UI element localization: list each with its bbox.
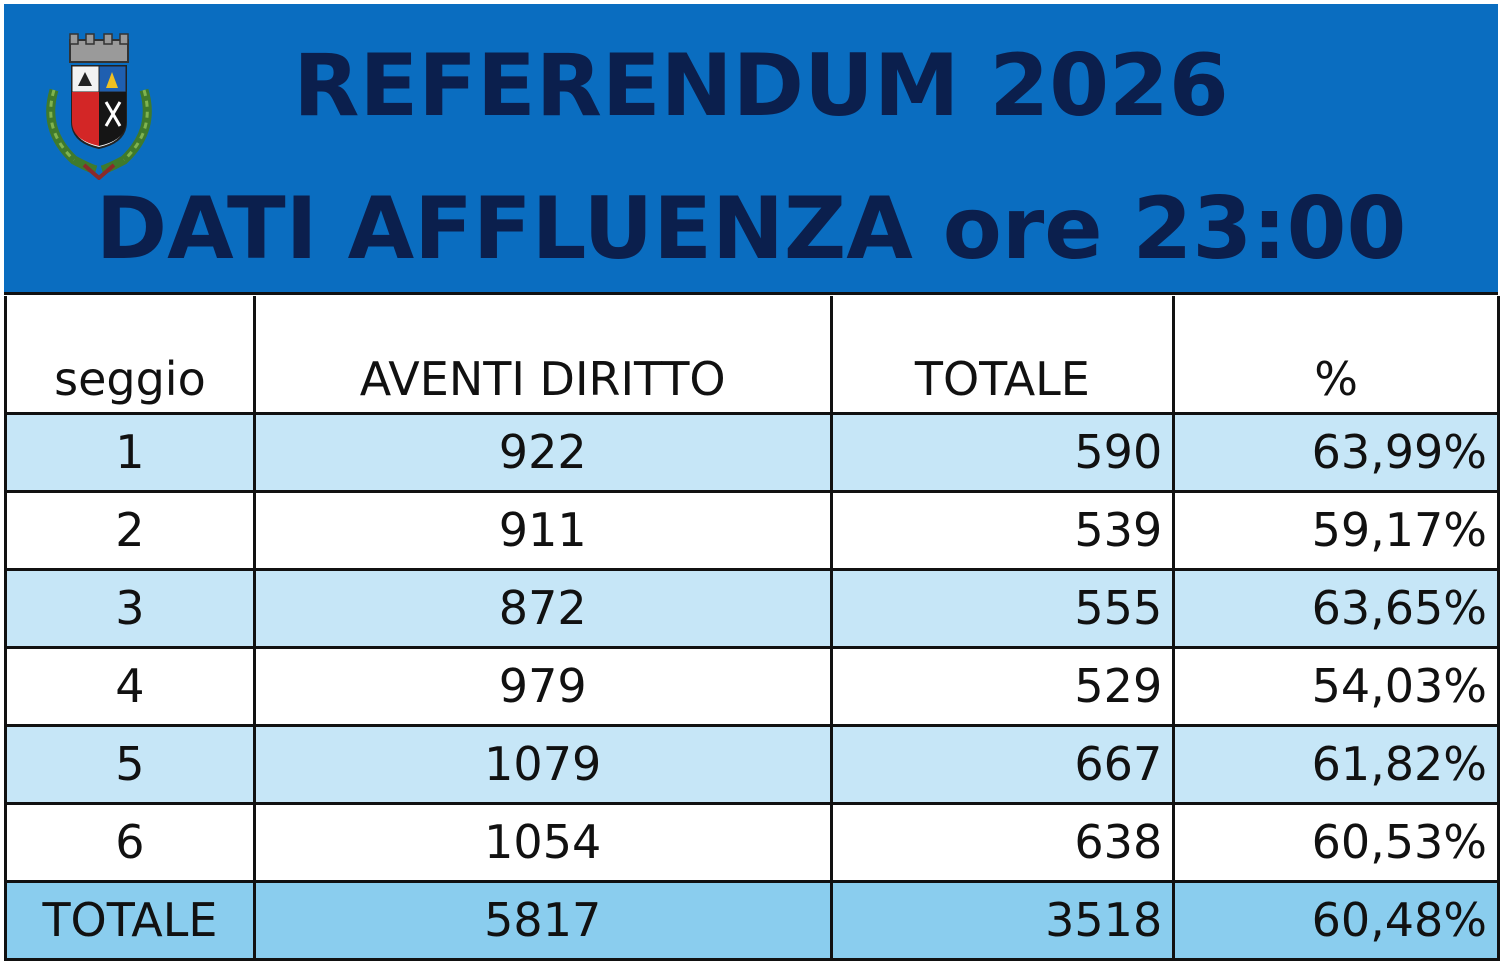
cell-totale: 667	[829, 723, 1176, 805]
cell-totale: 539	[829, 489, 1176, 571]
cell-aventi-diritto: 1079	[252, 723, 833, 805]
cell-percent: 60,53%	[1172, 801, 1500, 883]
cell-total-label: TOTALE	[4, 879, 256, 961]
cell-aventi-diritto: 979	[252, 645, 833, 727]
table-total-row: TOTALE 5817 3518 60,48%	[4, 879, 1500, 961]
cell-seggio: 6	[4, 801, 256, 883]
cell-percent: 63,99%	[1172, 411, 1500, 493]
cell-totale: 529	[829, 645, 1176, 727]
table-row: 1 922 590 63,99%	[4, 411, 1500, 493]
cell-totale: 555	[829, 567, 1176, 649]
page-subtitle: DATI AFFLUENZA ore 23:00	[95, 179, 1407, 279]
cell-percent: 59,17%	[1172, 489, 1500, 571]
cell-seggio: 3	[4, 567, 256, 649]
table-row: 3 872 555 63,65%	[4, 567, 1500, 649]
cell-percent: 54,03%	[1172, 645, 1500, 727]
column-header-percent: %	[1172, 296, 1500, 415]
table-row: 2 911 539 59,17%	[4, 489, 1500, 571]
table-header-row: seggio AVENTI DIRITTO TOTALE %	[4, 296, 1500, 415]
page-title: REFERENDUM 2026	[293, 36, 1229, 136]
cell-aventi-diritto: 1054	[252, 801, 833, 883]
cell-aventi-diritto: 872	[252, 567, 833, 649]
column-header-aventi-diritto: AVENTI DIRITTO	[252, 296, 833, 415]
cell-totale: 638	[829, 801, 1176, 883]
table-row: 4 979 529 54,03%	[4, 645, 1500, 727]
municipal-coat-of-arms-icon	[46, 33, 152, 180]
cell-seggio: 4	[4, 645, 256, 727]
column-header-totale: TOTALE	[829, 296, 1176, 415]
turnout-table: seggio AVENTI DIRITTO TOTALE % 1 922 590…	[4, 296, 1500, 961]
cell-total-aventi-diritto: 5817	[252, 879, 833, 961]
cell-percent: 63,65%	[1172, 567, 1500, 649]
cell-aventi-diritto: 911	[252, 489, 833, 571]
cell-aventi-diritto: 922	[252, 411, 833, 493]
cell-percent: 61,82%	[1172, 723, 1500, 805]
cell-seggio: 5	[4, 723, 256, 805]
cell-total-percent: 60,48%	[1172, 879, 1500, 961]
cell-seggio: 2	[4, 489, 256, 571]
table-row: 6 1054 638 60,53%	[4, 801, 1500, 883]
cell-totale: 590	[829, 411, 1176, 493]
cell-total-totale: 3518	[829, 879, 1176, 961]
title-banner: REFERENDUM 2026 DATI AFFLUENZA ore 23:00	[4, 4, 1498, 295]
table-row: 5 1079 667 61,82%	[4, 723, 1500, 805]
column-header-seggio: seggio	[4, 296, 256, 415]
cell-seggio: 1	[4, 411, 256, 493]
